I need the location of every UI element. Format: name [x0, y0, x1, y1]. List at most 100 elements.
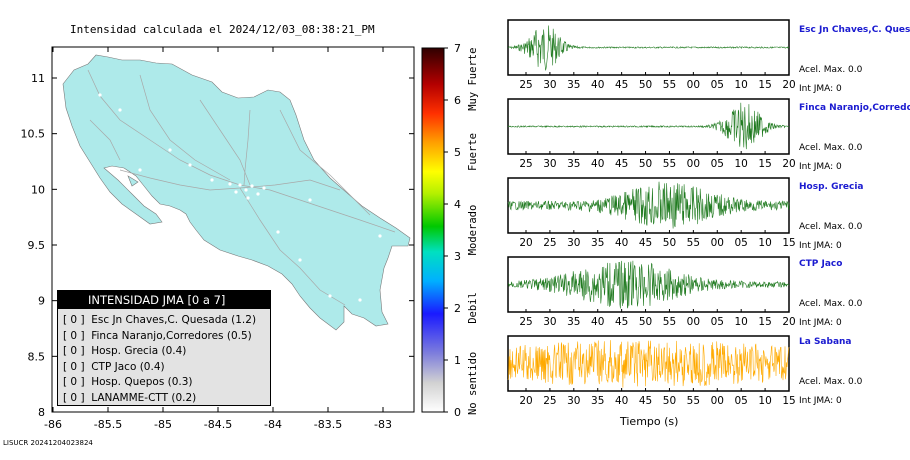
time-tick-label: 30 [567, 237, 580, 249]
time-tick-label: 05 [711, 158, 724, 170]
colorbar-tick-label: 7 [454, 42, 461, 55]
time-tick-label: 50 [639, 79, 652, 91]
time-tick-label: 15 [782, 395, 795, 407]
x-tick-label: -84 [264, 418, 282, 431]
legend-item-text: [ 0 ] Hosp. Quepos (0.3) [63, 376, 193, 389]
time-tick-label: 10 [734, 79, 747, 91]
y-tick-label: 8 [38, 406, 45, 419]
time-tick-label: 00 [687, 79, 700, 91]
time-tick-label: 15 [782, 237, 795, 249]
time-tick-label: 35 [591, 395, 604, 407]
station-accel: Acel. Max. 0.0 [799, 377, 863, 387]
time-tick-label: 20 [782, 158, 795, 170]
station-name: Esc Jn Chaves,C. Ques [799, 25, 910, 35]
time-tick-label: 25 [543, 237, 556, 249]
time-tick-label: 40 [615, 237, 628, 249]
time-tick-label: 00 [711, 395, 724, 407]
seismogram-trace [507, 260, 790, 309]
colorbar-tick-label: 4 [454, 198, 461, 211]
time-tick-label: 05 [711, 316, 724, 328]
y-tick-label: 9.5 [28, 239, 46, 252]
station-jma: Int JMA: 0 [799, 241, 842, 251]
x-tick-label: -83.5 [314, 418, 342, 431]
legend-item-text: [ 0 ] Finca Naranjo,Corredores (0.5) [63, 329, 252, 342]
time-tick-label: 35 [567, 158, 580, 170]
footer-text: LISUCR 20241204023824 [3, 439, 93, 447]
time-tick-label: 35 [591, 237, 604, 249]
seismogram-panel: 25 30 35 40 45 50 55 00 05 10 15 20 [507, 256, 796, 328]
legend-item: [ 0 ] Finca Naranjo,Corredores (0.5) [58, 329, 270, 345]
station-accel: Acel. Max. 0.0 [799, 65, 863, 75]
x-tick-label: -85.5 [94, 418, 122, 431]
time-tick-label: 20 [782, 316, 795, 328]
legend-item: [ 0 ] Esc Jn Chaves,C. Quesada (1.2) [58, 313, 270, 329]
time-tick-label: 35 [567, 316, 580, 328]
x-tick-label: -85 [154, 418, 172, 431]
time-tick-label: 25 [543, 395, 556, 407]
station-name: Hosp. Grecia [799, 182, 864, 192]
station-accel: Acel. Max. 0.0 [799, 222, 863, 232]
time-tick-label: 55 [663, 316, 676, 328]
colorbar-tick-label: 0 [454, 406, 461, 419]
legend-item-text: [ 0 ] Esc Jn Chaves,C. Quesada (1.2) [63, 314, 257, 326]
x-tick-label: -83 [374, 418, 392, 431]
station-jma: Int JMA: 0 [799, 84, 842, 94]
legend-item-text: [ 0 ] Hosp. Grecia (0.4) [63, 345, 187, 358]
colorbar-tick-label: 2 [454, 302, 461, 315]
time-tick-label: 40 [591, 316, 604, 328]
y-tick-label: 11 [31, 72, 45, 85]
intensity-legend: INTENSIDAD JMA [0 a 7] [ 0 ] Esc Jn Chav… [57, 290, 271, 406]
station-jma: Int JMA: 0 [799, 162, 842, 172]
time-tick-label: 40 [591, 158, 604, 170]
time-tick-label: 45 [615, 79, 628, 91]
colorbar-tick-label: 6 [454, 94, 461, 107]
time-tick-label: 40 [591, 79, 604, 91]
time-tick-label: 55 [687, 395, 700, 407]
time-tick-label: 55 [687, 237, 700, 249]
time-tick-label: 50 [639, 158, 652, 170]
colorbar-category-label: No sentido [467, 352, 479, 415]
legend-item: [ 0 ] Hosp. Quepos (0.3) [58, 375, 270, 391]
time-tick-label: 45 [615, 316, 628, 328]
seismogram-trace [507, 102, 790, 150]
time-tick-label: 15 [758, 316, 771, 328]
time-tick-label: 05 [711, 79, 724, 91]
colorbar-tick-label: 3 [454, 250, 461, 263]
time-tick-label: 20 [519, 395, 532, 407]
time-tick-label: 55 [663, 158, 676, 170]
y-tick-label: 9 [38, 295, 45, 308]
time-tick-label: 30 [543, 158, 556, 170]
legend-item-text: [ 0 ] LANAMME-CTT (0.2) [63, 391, 197, 404]
time-tick-label: 10 [758, 395, 771, 407]
colorbar-category-label: Fuerte [467, 133, 479, 171]
y-tick-label: 10.5 [21, 128, 46, 141]
time-tick-label: 30 [567, 395, 580, 407]
station-label: Finca Naranjo,Corredor Acel. Max. 0.0 In… [799, 102, 910, 180]
time-tick-label: 45 [639, 237, 652, 249]
time-tick-label: 00 [711, 237, 724, 249]
seismogram-trace [507, 181, 790, 229]
time-tick-label: 55 [663, 79, 676, 91]
x-tick-label: -84.5 [204, 418, 232, 431]
time-tick-label: 00 [687, 316, 700, 328]
time-tick-label: 25 [519, 79, 532, 91]
time-tick-label: 15 [758, 79, 771, 91]
time-tick-label: 00 [687, 158, 700, 170]
seismogram-panel: 25 30 35 40 45 50 55 00 05 10 15 20 [507, 98, 796, 170]
time-tick-label: 25 [519, 316, 532, 328]
time-tick-label: 45 [639, 395, 652, 407]
roads-layer [87, 69, 396, 306]
legend-item-text: [ 0 ] CTP Jaco (0.4) [63, 360, 165, 373]
time-tick-label: 10 [734, 158, 747, 170]
station-label: Esc Jn Chaves,C. Ques Acel. Max. 0.0 Int… [799, 24, 910, 102]
colorbar-gradient [421, 47, 445, 413]
time-tick-label: 05 [734, 237, 747, 249]
time-tick-label: 30 [543, 79, 556, 91]
colorbar-category-label: Debil [467, 292, 479, 324]
station-dots [98, 93, 382, 302]
time-tick-label: 20 [782, 79, 795, 91]
legend-title: INTENSIDAD JMA [0 a 7] [58, 291, 270, 309]
station-name: CTP Jaco [799, 259, 843, 269]
